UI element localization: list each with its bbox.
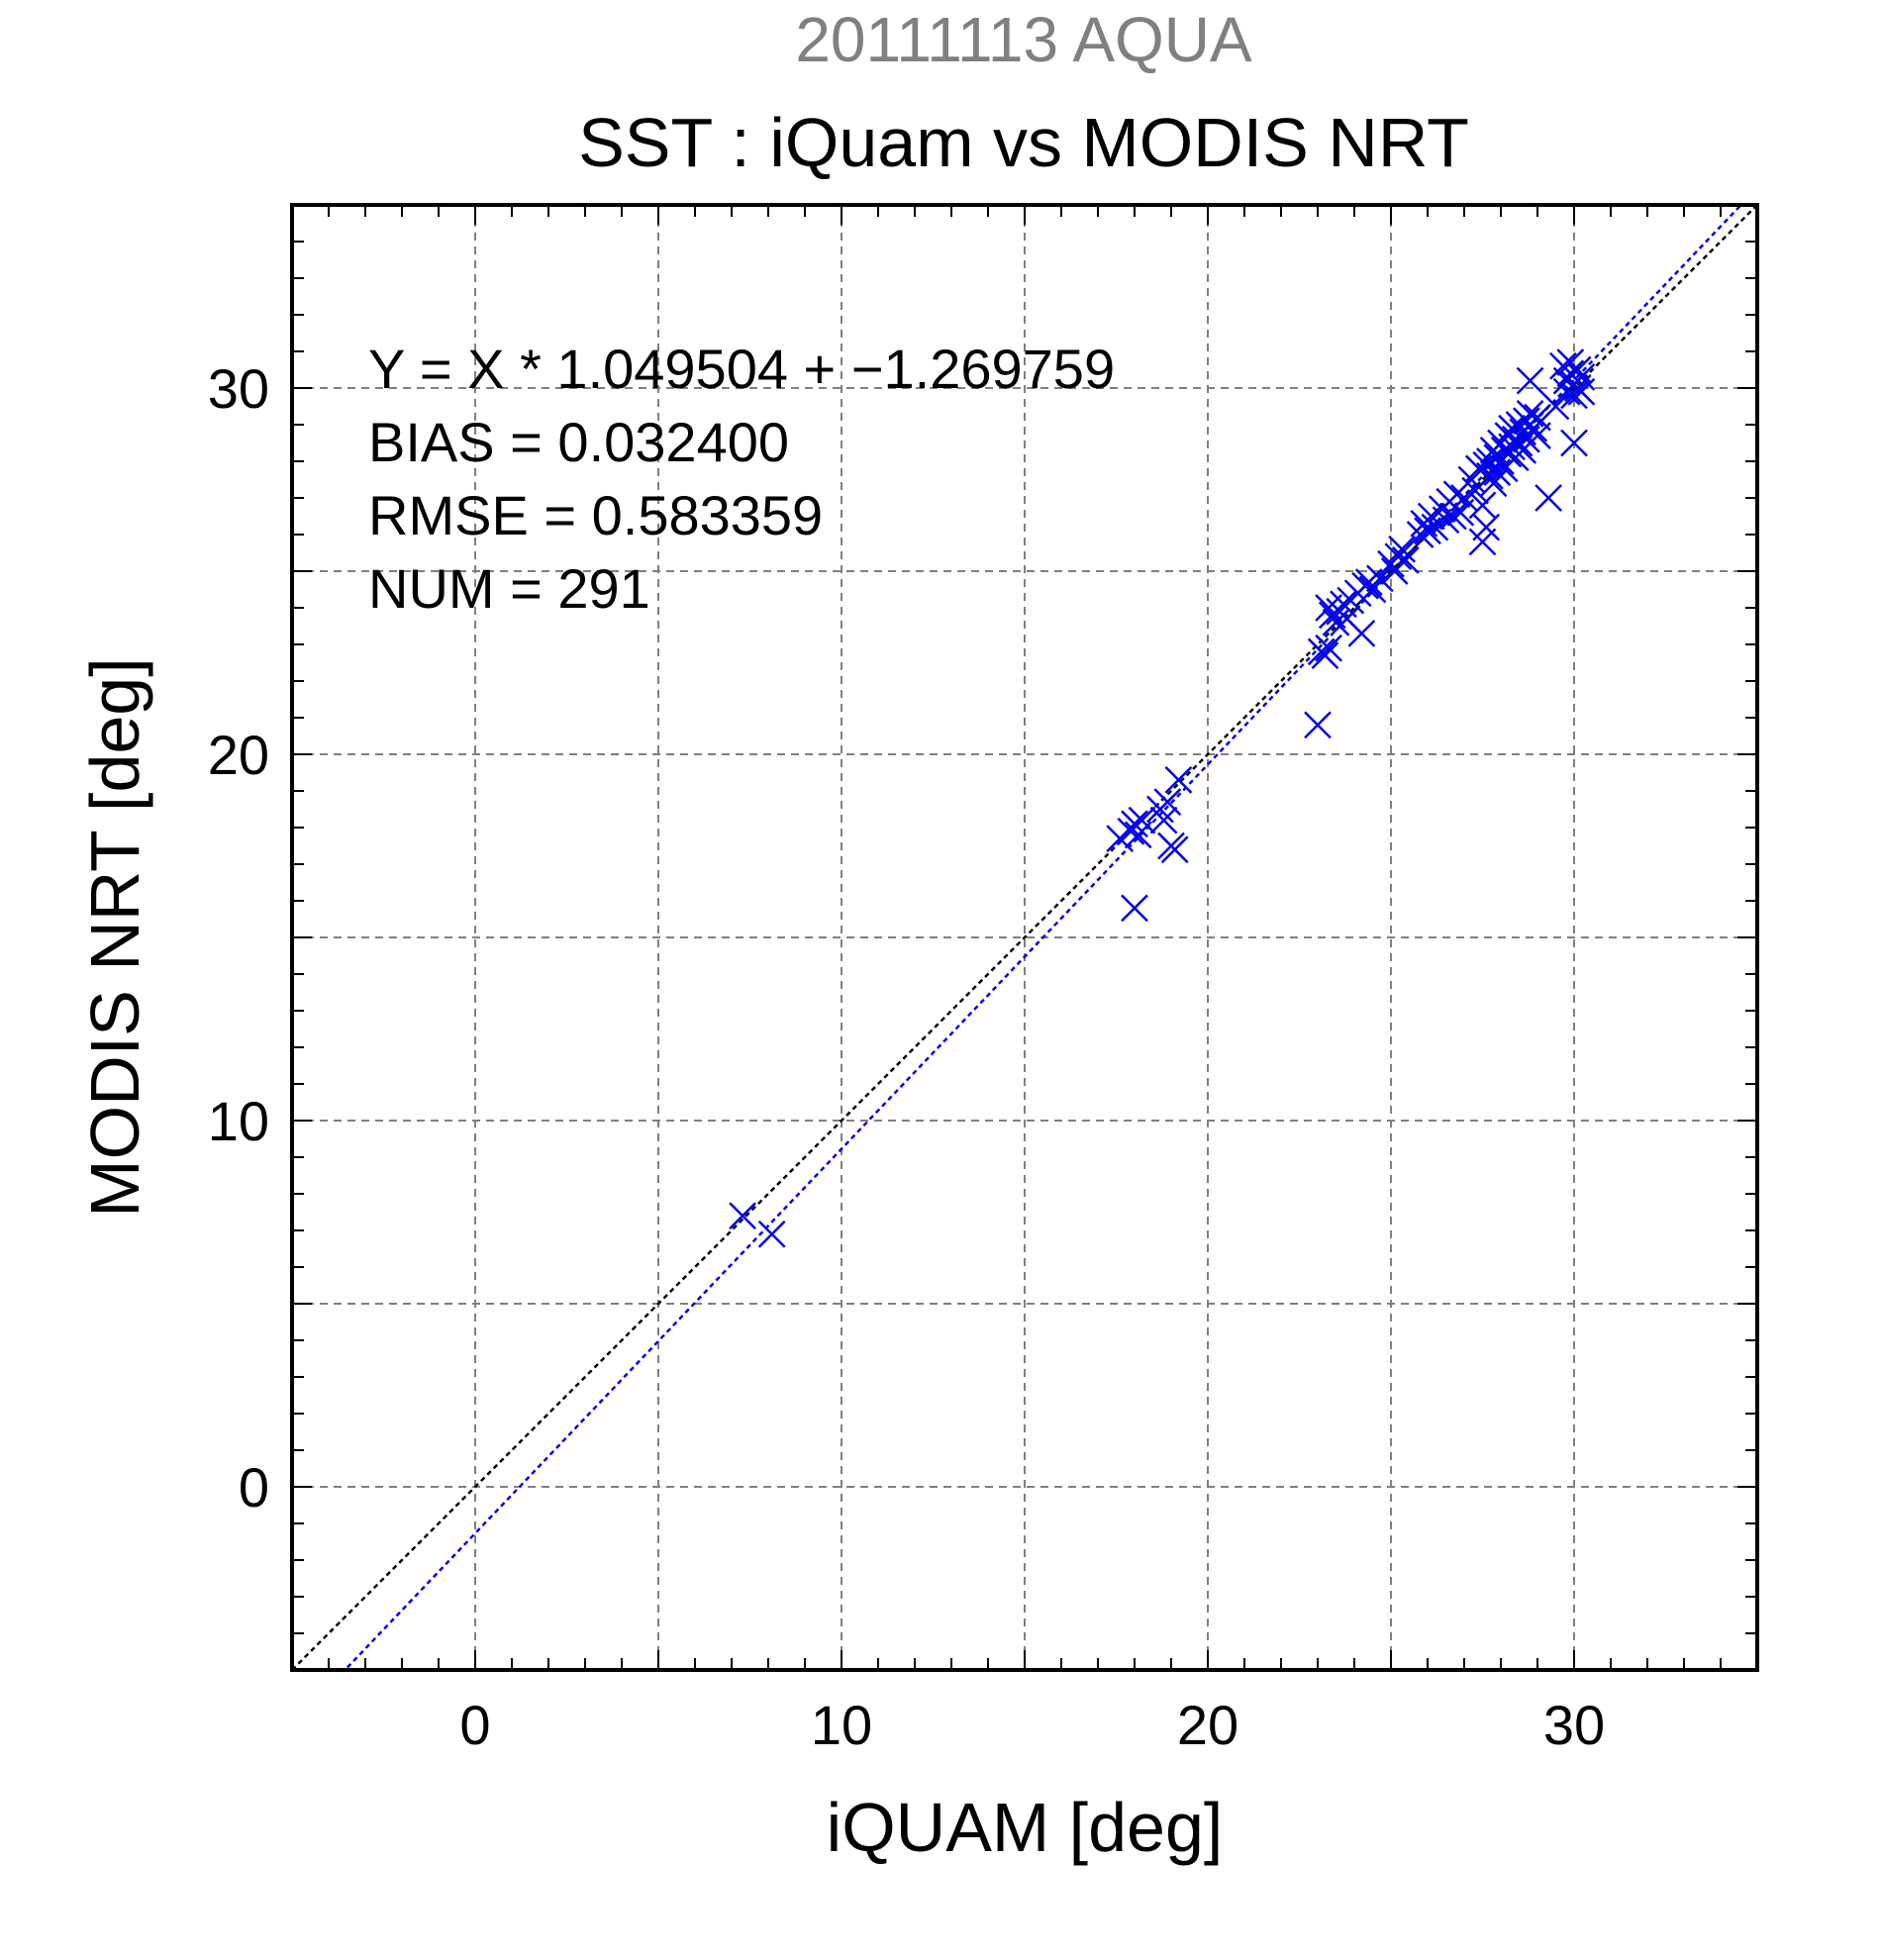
data-point bbox=[1560, 429, 1588, 457]
x-tick-label: 20 bbox=[1177, 1694, 1238, 1756]
grid-lines bbox=[292, 205, 1757, 1670]
data-point bbox=[1311, 641, 1339, 669]
y-tick-label: 30 bbox=[208, 357, 269, 420]
stats-line: BIAS = 0.032400 bbox=[368, 411, 789, 473]
data-point bbox=[1534, 484, 1562, 512]
data-point bbox=[1560, 381, 1588, 410]
fit-lines bbox=[292, 205, 1757, 1670]
x-axis-label: iQUAM [deg] bbox=[827, 1789, 1224, 1866]
x-tick-label: 0 bbox=[459, 1694, 490, 1756]
y-axis-label: MODIS NRT [deg] bbox=[76, 657, 153, 1217]
x-tick-labels: 0 10 20 30 bbox=[459, 1694, 1605, 1756]
data-point bbox=[1384, 542, 1413, 571]
data-point bbox=[1315, 634, 1342, 662]
stats-line: Y = X * 1.049504 + −1.269759 bbox=[368, 338, 1115, 400]
data-point bbox=[1121, 894, 1148, 923]
y-tick-label: 0 bbox=[239, 1456, 269, 1519]
data-point bbox=[1516, 366, 1544, 395]
data-point bbox=[1479, 469, 1508, 498]
data-point bbox=[1128, 806, 1156, 834]
chart-title: SST : iQuam vs MODIS NRT bbox=[578, 104, 1469, 181]
data-point bbox=[1153, 788, 1182, 816]
data-point bbox=[1406, 521, 1435, 548]
data-point bbox=[1476, 461, 1504, 490]
stats-line: RMSE = 0.583359 bbox=[368, 484, 823, 546]
data-point bbox=[1432, 506, 1460, 535]
y-tick-label: 20 bbox=[208, 724, 269, 786]
plot-frame bbox=[290, 203, 1759, 1672]
data-point bbox=[1567, 377, 1596, 406]
identity-line bbox=[292, 205, 1757, 1670]
data-point bbox=[1524, 422, 1551, 449]
data-point bbox=[1149, 806, 1178, 834]
x-tick-label: 10 bbox=[811, 1694, 872, 1756]
data-points bbox=[729, 348, 1596, 1248]
chart-subtitle: 20111113 AQUA bbox=[795, 4, 1252, 75]
data-point bbox=[1304, 711, 1332, 739]
data-point bbox=[1388, 535, 1416, 563]
data-point bbox=[1520, 414, 1548, 442]
stats-annotation: Y = X * 1.049504 + −1.269759 BIAS = 0.032… bbox=[368, 338, 1115, 620]
data-point bbox=[729, 1202, 756, 1230]
data-point bbox=[1354, 568, 1383, 596]
y-tick-labels: 0 10 20 30 bbox=[208, 357, 269, 1519]
y-tick-label: 10 bbox=[208, 1090, 269, 1152]
regression-line bbox=[343, 205, 1743, 1670]
x-tick-label: 30 bbox=[1543, 1694, 1605, 1756]
data-point bbox=[1347, 620, 1376, 647]
data-point bbox=[757, 1220, 786, 1248]
data-point bbox=[1322, 608, 1350, 637]
data-point bbox=[1164, 766, 1193, 794]
stats-line: NUM = 291 bbox=[368, 557, 650, 620]
data-point bbox=[1567, 363, 1596, 391]
data-point bbox=[1483, 458, 1512, 486]
data-point bbox=[1391, 546, 1420, 574]
data-point bbox=[1472, 513, 1501, 541]
data-point bbox=[1366, 564, 1394, 593]
data-point bbox=[1498, 433, 1526, 461]
data-point bbox=[1541, 392, 1570, 421]
data-point bbox=[1121, 810, 1148, 838]
data-point bbox=[1160, 835, 1189, 864]
